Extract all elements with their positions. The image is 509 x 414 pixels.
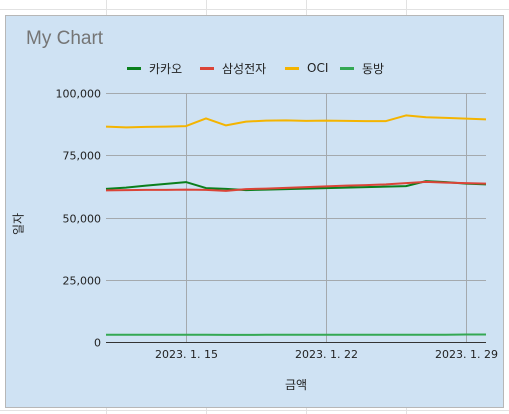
legend-label-samsung: 삼성전자 xyxy=(222,61,267,76)
series-line-1 xyxy=(105,180,487,192)
legend-swatch-oci xyxy=(285,66,299,70)
legend-item-oci[interactable]: OCI xyxy=(285,60,328,76)
x-tick-label: 2023. 1. 15 xyxy=(155,348,218,361)
series-line-2 xyxy=(105,114,487,129)
x-tick-label: 2023. 1. 29 xyxy=(435,348,498,361)
y-tick-label: 0 xyxy=(94,337,101,350)
legend-swatch-samsung xyxy=(200,66,214,70)
y-tick-label: 25,000 xyxy=(63,275,102,288)
legend-label-dongbang: 동방 xyxy=(362,61,385,76)
y-axis-title: 일자 xyxy=(11,212,26,236)
y-tick-label: 50,000 xyxy=(63,213,102,226)
x-axis-title: 금액 xyxy=(284,378,308,392)
legend-swatch-dongbang xyxy=(340,66,354,70)
legend-label-oci: OCI xyxy=(307,61,329,75)
chart-legend: 카카오 삼성전자 OCI 동방 xyxy=(6,60,505,76)
legend-item-kakao[interactable]: 카카오 xyxy=(127,60,182,76)
legend-label-kakao: 카카오 xyxy=(149,61,183,76)
legend-swatch-kakao xyxy=(127,66,141,70)
plot-area[interactable]: 0 25,000 50,000 75,000 100,000 2023. 1. 15 202… xyxy=(6,16,505,409)
y-tick-label: 75,000 xyxy=(63,150,102,163)
chart-container[interactable]: My Chart 카카오 삼성전자 OCI 동방 0 25,000 50,000 75… xyxy=(5,15,504,408)
chart-title[interactable]: My Chart xyxy=(26,28,104,49)
x-tick-label: 2023. 1. 22 xyxy=(295,348,358,361)
legend-item-dongbang[interactable]: 동방 xyxy=(340,60,384,76)
legend-item-samsung[interactable]: 삼성전자 xyxy=(200,60,266,76)
y-tick-label: 100,000 xyxy=(56,88,102,101)
